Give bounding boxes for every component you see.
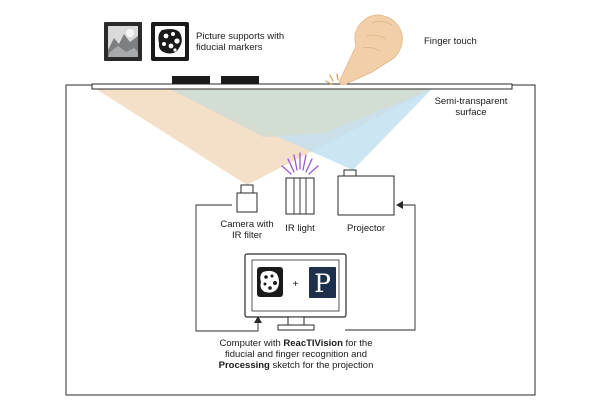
- semi-transparent-surface: [91, 83, 513, 90]
- picture-supports-line2: fiducial markers: [196, 42, 263, 53]
- picture-icon: [104, 22, 142, 61]
- arrow-to-computer: [254, 316, 262, 323]
- finger-hand-icon: [339, 14, 403, 85]
- ir-light-icon: [285, 177, 315, 215]
- computer-caption-line1: Computer with ReacTIVision for the: [180, 338, 412, 349]
- reactivision-name: ReacTIVision: [283, 338, 343, 349]
- beam-overlap: [170, 89, 432, 137]
- fiducial-marker-icon: [151, 22, 189, 61]
- fiducial-support-2: [221, 76, 259, 84]
- projector-label: Projector: [346, 223, 385, 234]
- processing-logo-letter: P: [314, 269, 331, 298]
- surface-line1: Semi-transparent: [434, 96, 508, 107]
- computer-caption: Computer with ReacTIVision for the fiduc…: [180, 338, 412, 371]
- caption-text: for the: [342, 338, 373, 349]
- camera-icon: [236, 184, 258, 213]
- fiducial-support-1: [172, 76, 210, 84]
- ir-rays-icon: [281, 152, 319, 175]
- picture-supports-label: Picture supports with fiducial markers: [196, 31, 284, 53]
- camera-line1: Camera with: [220, 219, 274, 230]
- picture-supports-line1: Picture supports with: [196, 31, 285, 42]
- computer-caption-line3: Processing sketch for the projection: [180, 360, 412, 371]
- connection-lines: [195, 204, 416, 332]
- surface-label: Semi-transparent surface: [432, 96, 510, 118]
- arrow-to-projector: [396, 201, 403, 209]
- computer-caption-line2: fiducial and finger recognition and: [224, 349, 368, 360]
- camera-label: Camera with IR filter: [212, 219, 282, 241]
- caption-text: Computer with: [219, 338, 284, 349]
- caption-text: sketch for the projection: [269, 360, 374, 371]
- reactivision-logo-icon: [257, 267, 283, 297]
- touch-sparkle-icon: [325, 73, 339, 85]
- ir-light-label: IR light: [285, 223, 315, 234]
- surface-line2: surface: [455, 107, 487, 118]
- processing-logo-icon: P: [309, 267, 336, 298]
- plus-sign: +: [293, 279, 299, 290]
- camera-line2: IR filter: [231, 230, 263, 241]
- processing-name: Processing: [218, 360, 270, 371]
- finger-touch-label: Finger touch: [424, 36, 477, 47]
- projector-icon: [337, 169, 395, 216]
